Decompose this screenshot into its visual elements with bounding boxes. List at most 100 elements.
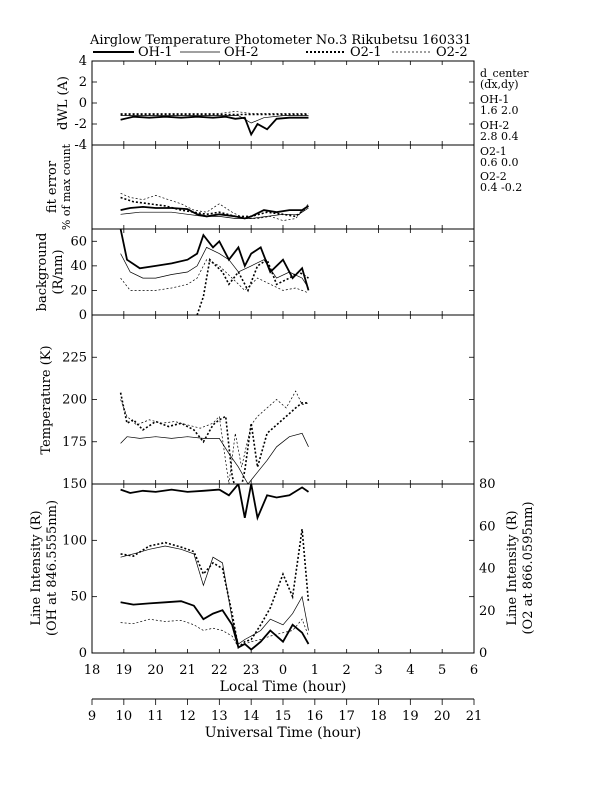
legend: OH-1 OH-2 O2-1 O2-2	[93, 45, 468, 60]
y-right-tick-label: 20	[479, 604, 496, 619]
side-line: OH-1	[480, 93, 509, 106]
y-tick-label: 0	[79, 646, 87, 661]
side-line: 0.4 -0.2	[480, 181, 522, 194]
local-time-tick-label: 19	[116, 663, 133, 678]
side-line: 0.6 0.0	[480, 156, 518, 169]
local-time-tick-label: 5	[438, 663, 446, 678]
series-line-o2-1	[196, 258, 309, 315]
y-tick-label: -4	[74, 138, 87, 153]
y-tick-label: 200	[62, 393, 87, 408]
y-right-tick-label: 0	[479, 646, 487, 661]
series-line-o2-1	[119, 392, 309, 484]
y-right-tick-label: 60	[479, 519, 496, 534]
legend-label-o21: O2-1	[350, 45, 382, 60]
legend-label-oh1: OH-1	[138, 45, 173, 60]
ut-tick-label: 16	[307, 709, 324, 724]
series-line-oh-1	[120, 600, 310, 651]
local-time-tick-label: 0	[279, 663, 287, 678]
d-center-note: d_center (dx,dy) OH-1 1.6 2.0 OH-2 2.8 0…	[480, 67, 529, 194]
y-tick-label: -2	[74, 117, 87, 132]
y-tick-label: 20	[70, 283, 87, 298]
ut-tick-label: 20	[434, 709, 451, 724]
y-tick-label: 2	[79, 75, 87, 90]
intensity-ylabel: Line Intensity (R)	[29, 510, 44, 625]
universal-time-label: Universal Time (hour)	[205, 725, 362, 741]
panel-intensity-frame	[91, 483, 475, 654]
local-time-tick-label: 23	[243, 663, 260, 678]
ut-tick-label: 17	[338, 709, 355, 724]
series-layer	[119, 111, 310, 651]
local-time-label: Local Time (hour)	[220, 679, 347, 695]
panel-dwl-frame	[91, 60, 475, 146]
ut-tick-label: 11	[147, 709, 164, 724]
local-time-tick-label: 1	[311, 663, 319, 678]
y-tick-label: 0	[79, 308, 87, 323]
y-tick-label: 60	[70, 234, 87, 249]
side-line: OH-2	[480, 119, 509, 132]
ticks-layer: 18 19 20 21 22 23 0 1 2 3 4 5 69 10 11 12 13 14 15 16 17 18 19…	[62, 54, 495, 724]
side-line: 1.6 2.0	[480, 104, 518, 117]
series-line-oh-2	[120, 545, 309, 645]
legend-label-o22: O2-2	[436, 45, 468, 60]
intensity-ylabel-right: Line Intensity (R)	[505, 510, 520, 625]
local-time-tick-label: 20	[147, 663, 164, 678]
ut-tick-label: 19	[402, 709, 419, 724]
series-line-o2-1	[120, 196, 310, 218]
y-tick-label: 175	[62, 435, 87, 450]
ut-tick-label: 9	[88, 709, 96, 724]
y-right-tick-label: 80	[479, 477, 496, 492]
y-tick-label: 0	[79, 96, 87, 111]
series-line-oh-1-upper-	[120, 484, 310, 521]
intensity-ylabel-2: (OH at 846.5555nm)	[45, 500, 60, 636]
series-line-o2-2	[120, 618, 309, 648]
ut-tick-label: 14	[243, 709, 260, 724]
side-line: (dx,dy)	[480, 78, 519, 91]
local-time-tick-label: 4	[406, 663, 414, 678]
series-line-o2-2	[120, 111, 309, 114]
ut-tick-label: 12	[179, 709, 196, 724]
local-time-tick-label: 21	[179, 663, 196, 678]
series-line-oh-1	[119, 229, 310, 291]
series-line-oh-2	[120, 246, 309, 289]
chart-title: Airglow Temperature Photometer No.3 Riku…	[89, 33, 472, 48]
ut-tick-label: 18	[370, 709, 387, 724]
local-time-tick-label: 2	[343, 663, 351, 678]
ut-tick-label: 21	[466, 709, 483, 724]
ut-tick-label: 10	[116, 709, 133, 724]
fit-error-ylabel: fit error	[45, 160, 60, 213]
temperature-ylabel: Temperature (K)	[39, 345, 54, 454]
background-ylabel-2: (R/nm)	[51, 249, 66, 294]
fit-error-ylabel-2: % of max count	[60, 143, 73, 230]
dwl-ylabel: dWL (A)	[56, 76, 71, 130]
local-time-tick-label: 3	[374, 663, 382, 678]
series-line-oh-2	[120, 432, 309, 484]
y-tick-label: 150	[62, 477, 87, 492]
series-line-oh-2	[120, 207, 309, 219]
series-line-oh-1	[120, 115, 309, 137]
background-ylabel: background	[35, 233, 50, 312]
series-line-oh-1	[120, 205, 309, 220]
local-time-tick-label: 22	[211, 663, 228, 678]
series-line-oh-2	[120, 115, 309, 124]
side-line: 2.8 0.4	[480, 130, 518, 143]
y-tick-label: 4	[79, 54, 87, 69]
panel-fit-error-frame	[91, 144, 475, 230]
legend-label-oh2: OH-2	[224, 45, 259, 60]
side-line: O2-2	[480, 170, 507, 183]
series-line-o2-2	[120, 390, 309, 484]
intensity-ylabel-right-2: (O2 at 866.0595nm)	[521, 501, 536, 634]
y-right-tick-label: 40	[479, 562, 496, 577]
ut-tick-label: 15	[275, 709, 292, 724]
side-line: O2-1	[480, 145, 507, 158]
ut-tick-label: 13	[211, 709, 228, 724]
series-line-o2-1	[120, 528, 310, 649]
y-tick-label: 225	[62, 350, 87, 365]
y-tick-label: 50	[70, 590, 87, 605]
series-line-o2-2	[120, 259, 309, 294]
y-tick-label: 100	[62, 533, 87, 548]
panel-temperature-frame	[91, 314, 475, 485]
local-time-tick-label: 18	[84, 663, 101, 678]
panel-background-frame	[91, 228, 475, 316]
side-line: d_center	[480, 67, 529, 80]
